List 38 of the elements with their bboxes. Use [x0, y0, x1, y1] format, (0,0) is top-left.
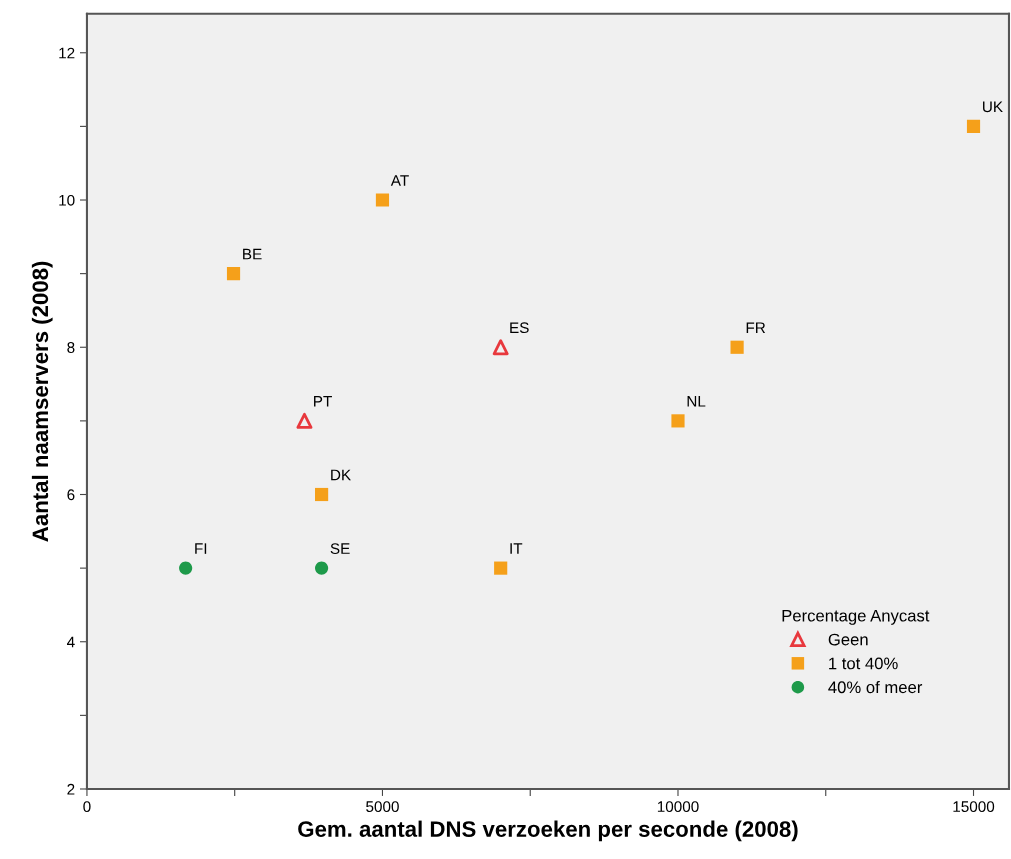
- y-tick-label: 4: [67, 636, 75, 648]
- annotation: SE: [330, 543, 350, 554]
- annotation: IT: [510, 543, 523, 554]
- x-tick-label: 10000: [657, 801, 699, 813]
- point: [730, 340, 744, 354]
- annotation: FI: [195, 543, 207, 554]
- point: [966, 119, 981, 133]
- point: [179, 561, 193, 575]
- point: [315, 487, 329, 502]
- x-tick-label: 5000: [366, 801, 399, 813]
- x-tick-label: 15000: [953, 801, 995, 813]
- point: [671, 414, 685, 428]
- point: [494, 561, 508, 575]
- y-tick-label: 6: [67, 489, 75, 501]
- y-tick-label: 8: [67, 342, 75, 353]
- annotation: BE: [243, 248, 262, 260]
- point: [226, 267, 241, 281]
- y-tick-label: 12: [59, 47, 75, 59]
- point: [315, 561, 329, 575]
- legend-label: 40% of meer: [828, 680, 923, 694]
- x-tick-label: 0: [83, 801, 91, 813]
- annotation: PT: [314, 396, 332, 407]
- point: [375, 193, 390, 207]
- y-tick-label: 10: [59, 194, 75, 206]
- annotation: AT: [390, 175, 409, 186]
- point: [296, 412, 313, 429]
- legend-title: Percentage Anycast: [782, 609, 930, 625]
- legend-label: 1 tot 40%: [829, 657, 898, 670]
- annotation: NL: [687, 396, 706, 407]
- annotation: DK: [331, 469, 351, 481]
- y-axis-title: Aantal naamservers (2008): [31, 261, 53, 542]
- legend-label: Geen: [828, 633, 868, 646]
- annotation: ES: [510, 322, 529, 334]
- point: [492, 339, 509, 356]
- x-axis-title: Gem. aantal DNS verzoeken per seconde (2008): [298, 820, 798, 842]
- annotation: UK: [983, 101, 1003, 113]
- annotation: FR: [746, 322, 766, 333]
- y-tick-label: 2: [67, 783, 75, 795]
